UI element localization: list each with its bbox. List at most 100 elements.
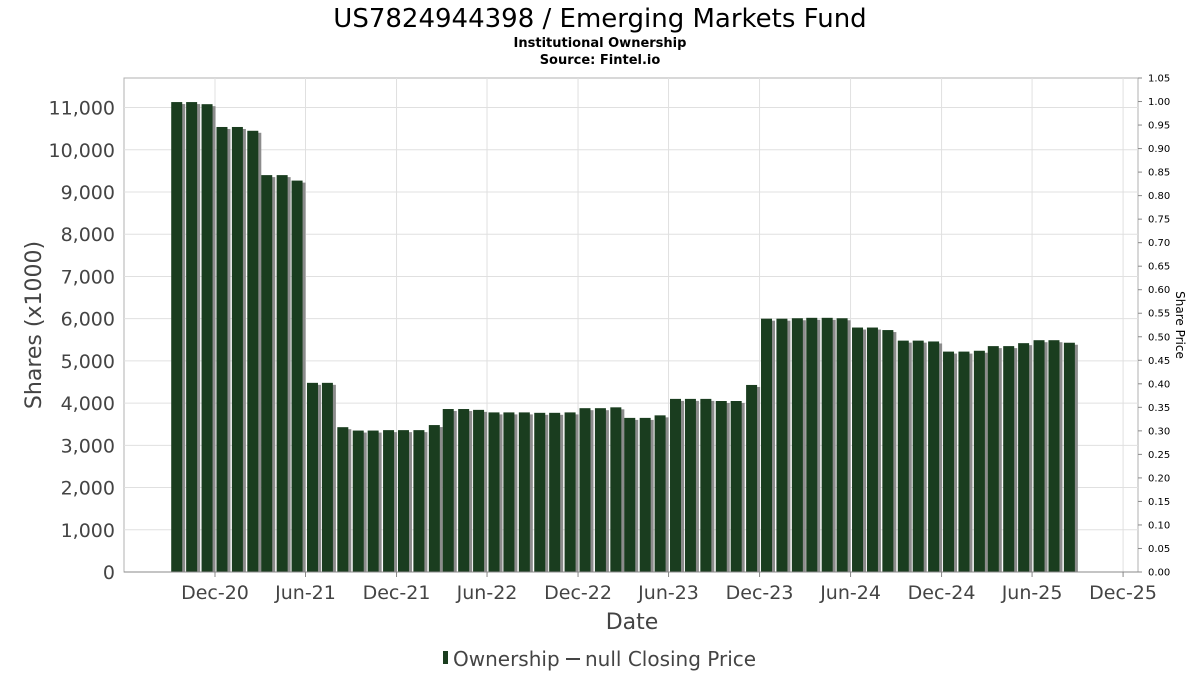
- bar: [428, 425, 440, 572]
- bar: [291, 180, 303, 572]
- y2-tick-label: 0.40: [1148, 379, 1170, 390]
- bar: [624, 417, 636, 572]
- x-tick-label: Dec-22: [544, 582, 612, 604]
- chart-source: Source: Fintel.io: [540, 53, 661, 68]
- y2-tick-label: 0.65: [1148, 262, 1170, 273]
- y-axis: 0 1,000 2,000 3,000 4,000 5,000 6,000 7,000 8,00…: [49, 98, 115, 584]
- bar: [337, 427, 349, 572]
- y2-tick-label: 0.50: [1148, 332, 1170, 343]
- y2-axis-label: Share Price: [1173, 291, 1187, 359]
- y2-tick-label: 0.15: [1148, 497, 1170, 508]
- legend-ownership-label: Ownership: [453, 647, 560, 671]
- bar: [1063, 342, 1075, 572]
- chart-title: US7824944398 / Emerging Markets Fund: [333, 4, 866, 34]
- bar: [654, 415, 666, 572]
- bar: [397, 430, 409, 572]
- bar: [276, 175, 288, 572]
- bars: [171, 102, 1078, 573]
- y2-tick-label: 0.70: [1148, 238, 1170, 249]
- bar: [806, 317, 818, 572]
- y2-tick-label: 0.20: [1148, 473, 1170, 484]
- bar: [912, 340, 924, 572]
- x-tick-label: Jun-25: [1001, 582, 1063, 604]
- bar: [1003, 346, 1015, 572]
- y2-tick-label: 0.10: [1148, 520, 1170, 531]
- y-tick-label: 1,000: [61, 520, 115, 542]
- bar: [442, 409, 454, 572]
- y2-tick-label: 0.75: [1148, 215, 1170, 226]
- chart-subtitle: Institutional Ownership: [514, 36, 687, 51]
- bar: [866, 327, 878, 572]
- bar: [610, 407, 622, 572]
- bar: [882, 330, 894, 572]
- y2-axis: 0.00 0.05 0.10 0.15 0.20 0.25 0.30 0.35 0.40 0.45…: [1138, 74, 1170, 579]
- bar: [518, 412, 530, 572]
- bar: [201, 104, 213, 572]
- bar: [171, 102, 183, 573]
- bar: [564, 412, 576, 572]
- bar: [413, 430, 425, 572]
- bar: [306, 382, 318, 572]
- bar: [231, 126, 243, 572]
- bar: [579, 408, 591, 572]
- y-tick-label: 2,000: [61, 478, 115, 500]
- y2-tick-label: 0.55: [1148, 309, 1170, 320]
- x-tick-label: Dec-23: [726, 582, 794, 604]
- y2-tick-label: 0.30: [1148, 426, 1170, 437]
- bar: [186, 102, 198, 573]
- x-tick-label: Dec-20: [181, 582, 249, 604]
- x-tick-label: Jun-21: [274, 582, 336, 604]
- bar: [639, 417, 651, 572]
- y2-tick-label: 0.85: [1148, 168, 1170, 179]
- y2-tick-label: 1.05: [1148, 74, 1170, 85]
- bar: [321, 382, 333, 572]
- y-tick-label: 8,000: [61, 224, 115, 246]
- y-tick-label: 7,000: [61, 266, 115, 288]
- legend-ownership-swatch: [443, 651, 448, 664]
- bar: [730, 401, 742, 572]
- bar: [1033, 340, 1045, 572]
- y-tick-label: 0: [103, 562, 115, 584]
- bar: [928, 341, 940, 572]
- x-tick-label: Jun-22: [456, 582, 518, 604]
- bar: [897, 340, 909, 572]
- legend-price-label: null Closing Price: [585, 647, 756, 671]
- bar: [776, 318, 788, 572]
- bar: [216, 126, 228, 572]
- y2-tick-label: 0.60: [1148, 285, 1170, 296]
- bar: [746, 384, 758, 572]
- bar: [684, 398, 696, 572]
- y2-tick-label: 0.90: [1148, 144, 1170, 155]
- bar: [458, 409, 470, 572]
- bar: [261, 175, 273, 572]
- bar: [836, 318, 848, 572]
- y-tick-label: 10,000: [49, 140, 115, 162]
- y2-tick-label: 0.80: [1148, 191, 1170, 202]
- bar: [973, 350, 985, 572]
- y2-tick-label: 0.95: [1148, 121, 1170, 132]
- bar: [700, 398, 712, 572]
- bar: [715, 401, 727, 572]
- bar: [534, 412, 546, 572]
- y2-tick-label: 0.45: [1148, 356, 1170, 367]
- bar: [594, 408, 606, 572]
- y-tick-label: 6,000: [61, 309, 115, 331]
- y-axis-label: Shares (x1000): [22, 241, 47, 409]
- bar: [821, 317, 833, 572]
- legend: Ownership null Closing Price: [443, 647, 756, 671]
- bar: [943, 351, 955, 572]
- x-axis: Dec-20 Jun-21 Dec-21 Jun-22 Dec-22 Jun-23 Dec-…: [124, 571, 1157, 604]
- bar: [549, 412, 561, 572]
- y2-tick-label: 0.25: [1148, 450, 1170, 461]
- y2-tick-label: 1.00: [1148, 97, 1170, 108]
- bar: [383, 430, 395, 572]
- x-tick-label: Dec-25: [1089, 582, 1157, 604]
- bar: [247, 130, 259, 572]
- bar: [958, 351, 970, 572]
- bar: [670, 398, 682, 572]
- x-tick-label: Jun-23: [637, 582, 699, 604]
- y-tick-label: 5,000: [61, 351, 115, 373]
- bar: [473, 409, 485, 572]
- bar: [503, 412, 515, 572]
